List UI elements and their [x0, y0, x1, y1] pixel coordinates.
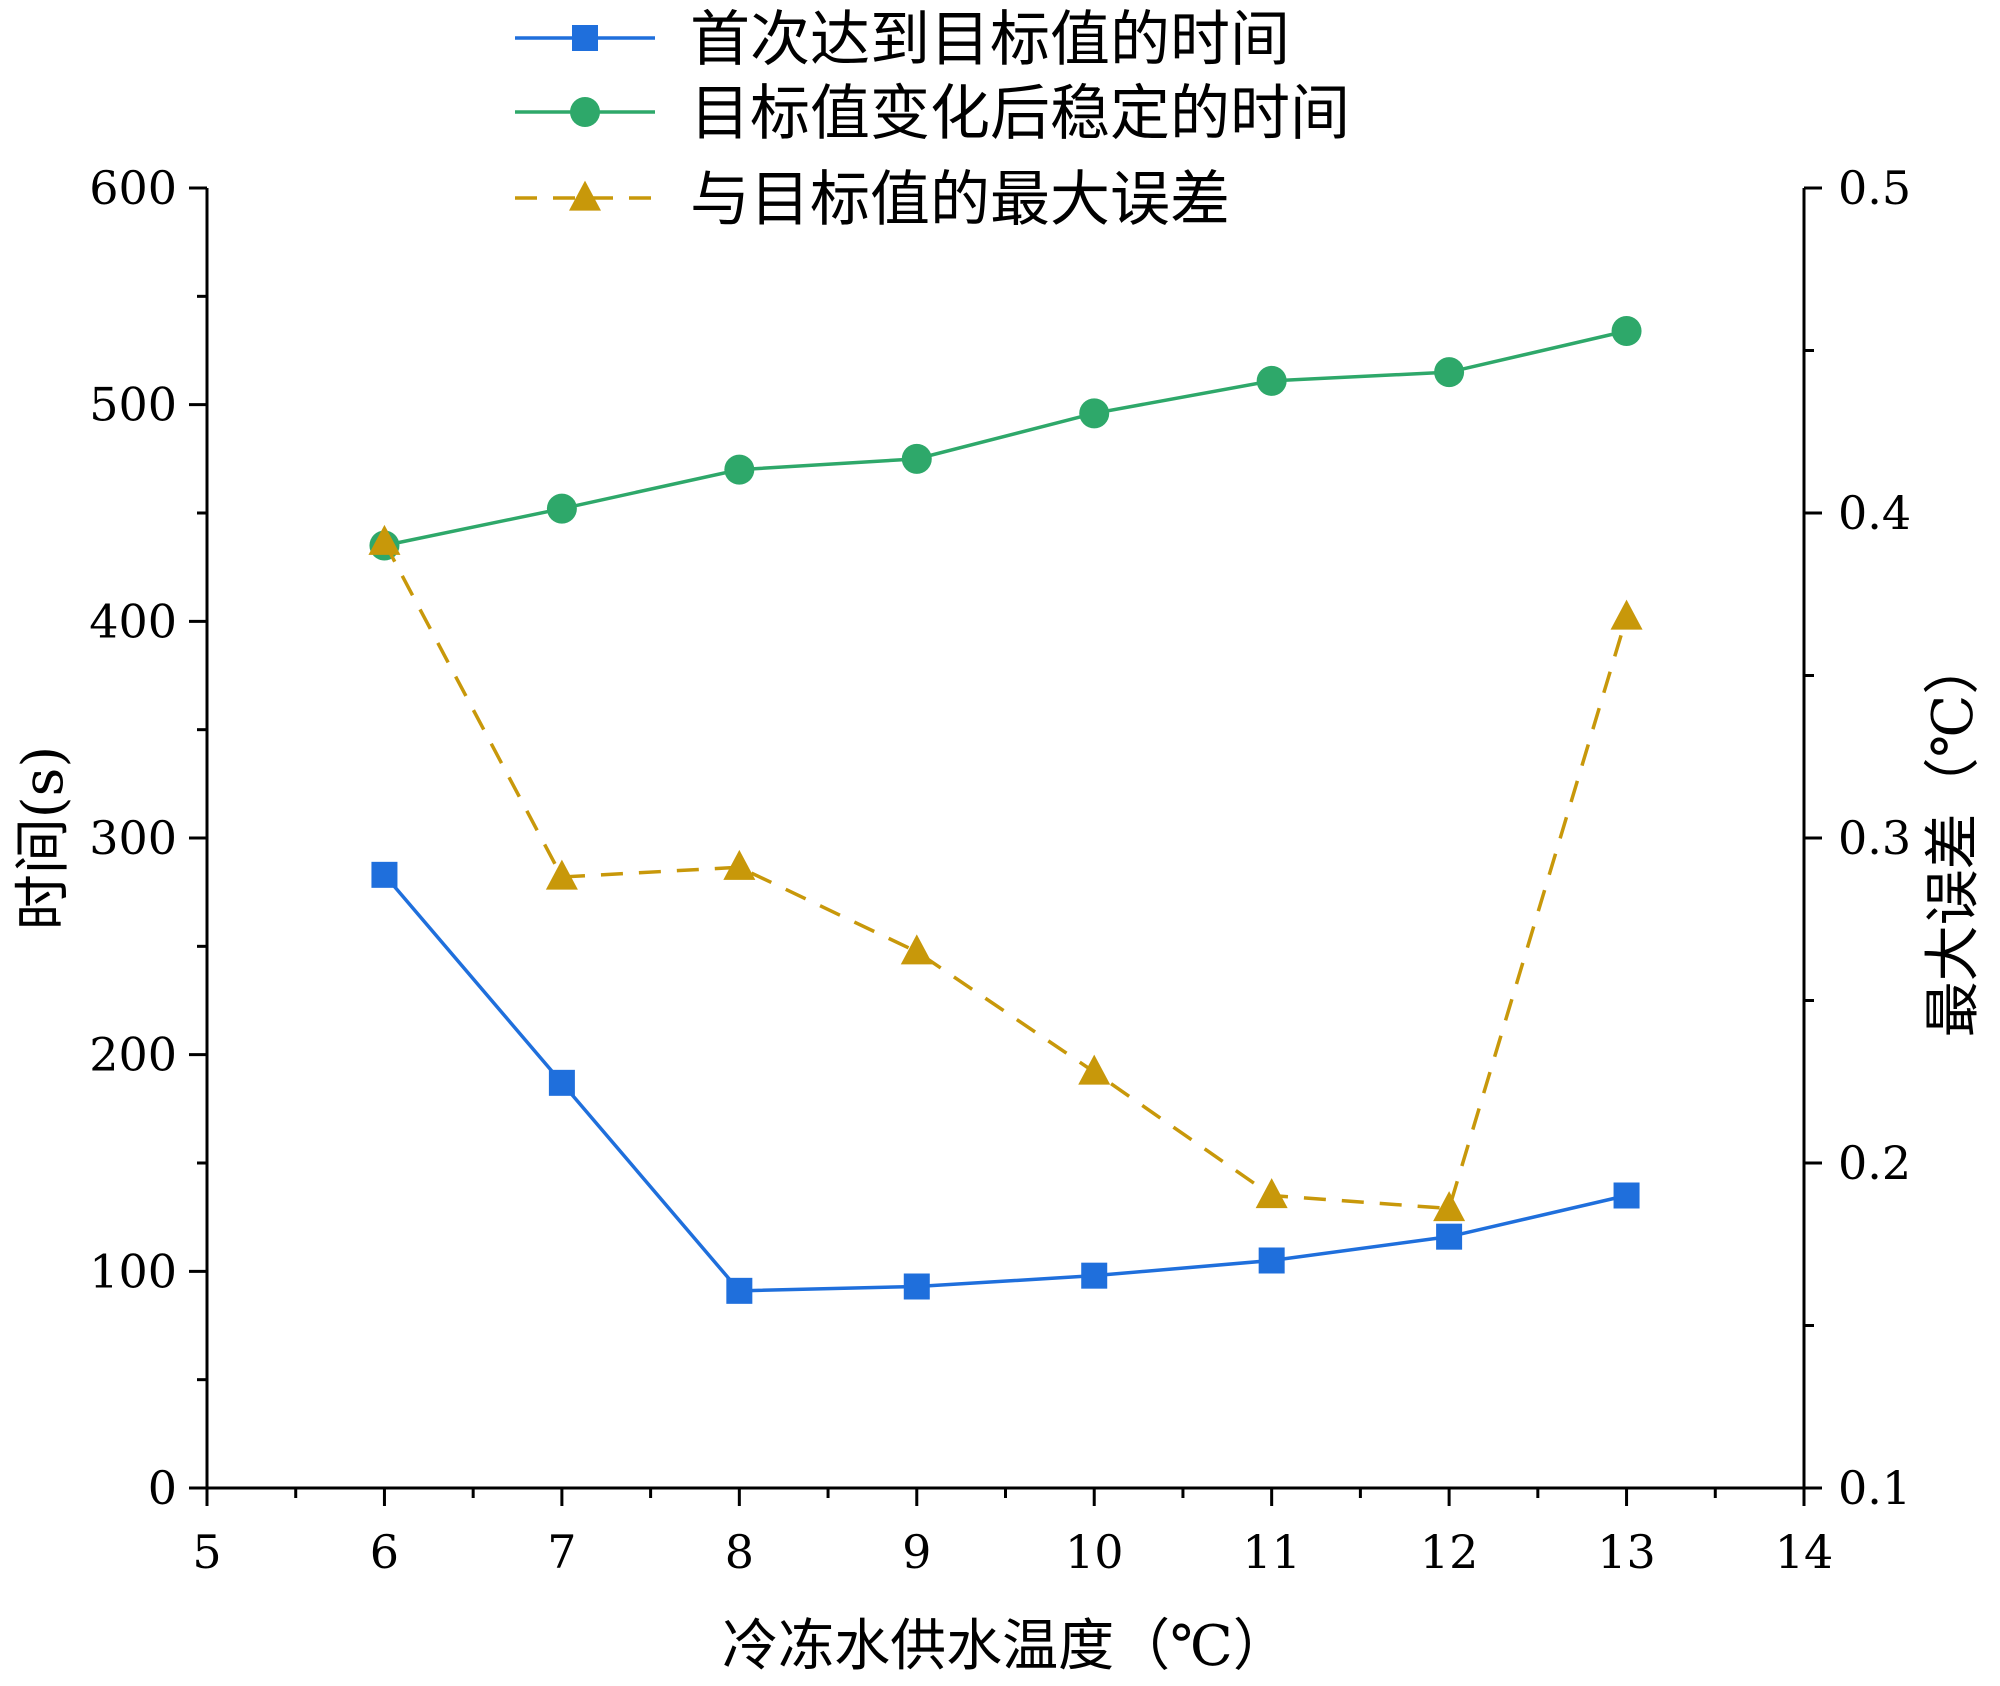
x-tick-label: 5: [192, 1525, 221, 1579]
y2-tick-label: 0.3: [1838, 811, 1911, 865]
y-tick-label: 100: [89, 1244, 177, 1298]
y2-tick-label: 0.1: [1838, 1461, 1911, 1515]
series-1: [371, 861, 1640, 1304]
data-point: [901, 443, 932, 474]
y-tick-label: 300: [89, 811, 177, 865]
data-point: [903, 1273, 930, 1300]
data-point: [1258, 1247, 1285, 1274]
x-tick-label: 10: [1065, 1525, 1124, 1579]
x-tick-label: 12: [1420, 1525, 1479, 1579]
data-point: [900, 934, 933, 965]
y2-tick-label: 0.4: [1838, 486, 1911, 540]
y-tick-label: 0: [148, 1461, 177, 1515]
x-tick-label: 13: [1597, 1525, 1656, 1579]
data-point: [1255, 1178, 1288, 1209]
y-tick-label: 200: [89, 1028, 177, 1082]
x-tick-label: 14: [1775, 1525, 1834, 1579]
data-point: [1256, 365, 1287, 396]
axes-layer: [205, 188, 1806, 1490]
data-point: [1613, 1182, 1640, 1209]
legend-label: 目标值变化后稳定的时间: [690, 79, 1350, 149]
data-point: [1079, 398, 1110, 429]
data-point: [726, 1277, 753, 1304]
series-layer: [368, 316, 1643, 1304]
y-tick-label: 500: [89, 378, 177, 432]
data-point: [723, 849, 756, 880]
series-line: [382, 541, 1629, 1211]
data-point: [546, 493, 577, 524]
y-tick-label: 400: [89, 594, 177, 648]
data-point: [1611, 316, 1642, 346]
y-axis-title: 时间(s): [11, 746, 76, 930]
data-point: [1436, 1223, 1463, 1250]
data-point: [1078, 1054, 1111, 1085]
data-point: [368, 524, 401, 555]
legend-label: 首次达到目标值的时间: [690, 5, 1290, 75]
series-line: [384, 329, 1627, 548]
x-tick-label: 6: [370, 1525, 399, 1579]
legend-label: 与目标值的最大误差: [690, 165, 1230, 235]
legend-marker: [569, 180, 601, 211]
series-3: [368, 524, 1643, 1222]
data-point: [1081, 1262, 1108, 1289]
series-line: [383, 873, 1627, 1293]
data-point: [724, 454, 755, 485]
data-point: [548, 1069, 575, 1096]
legend-marker: [572, 25, 598, 51]
data-point: [545, 859, 578, 890]
y-tick-label: 600: [89, 161, 177, 215]
x-tick-label: 8: [725, 1525, 754, 1579]
y2-tick-label: 0.2: [1838, 1136, 1911, 1190]
ticks-layer: 5 6 7 8 9 10 11 12 13 14 0 100 200 300 400 500 600 0.1 0.2…: [89, 161, 1911, 1579]
data-point: [1610, 599, 1643, 630]
series-2: [369, 316, 1642, 561]
data-point: [1434, 357, 1465, 388]
x-axis-title: 冷冻水供水温度（℃）: [722, 1614, 1289, 1679]
x-tick-label: 9: [902, 1525, 931, 1579]
y2-axis-title: 最大误差（℃）: [1921, 639, 1986, 1038]
data-point: [1433, 1191, 1466, 1222]
x-tick-label: 7: [547, 1525, 576, 1579]
x-tick-label: 11: [1242, 1525, 1301, 1579]
y2-tick-label: 0.5: [1838, 161, 1911, 215]
legend-marker: [570, 97, 600, 127]
data-point: [371, 861, 398, 888]
